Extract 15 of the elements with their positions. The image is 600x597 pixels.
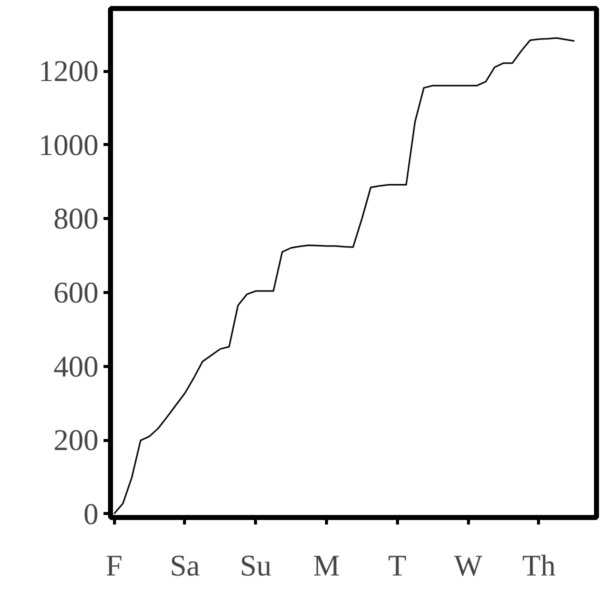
x-tick-label: F <box>106 550 122 582</box>
y-tick-label: 1000 <box>38 128 98 162</box>
x-tick-label: Th <box>522 550 556 582</box>
y-tick-label: 0 <box>84 498 98 531</box>
x-tick-label: M <box>313 550 340 582</box>
x-tick-label: Sa <box>170 550 200 582</box>
y-tick-label: 400 <box>54 350 98 384</box>
x-tick-label: Su <box>240 550 272 582</box>
line-series <box>113 37 576 515</box>
y-tick-label: 800 <box>54 202 98 236</box>
y-tick-label: 600 <box>54 276 98 310</box>
x-tick-label: T <box>388 550 406 582</box>
x-tick-label: W <box>454 550 483 582</box>
y-tick-label: 200 <box>54 424 98 458</box>
y-tick-label: 1200 <box>38 55 98 88</box>
